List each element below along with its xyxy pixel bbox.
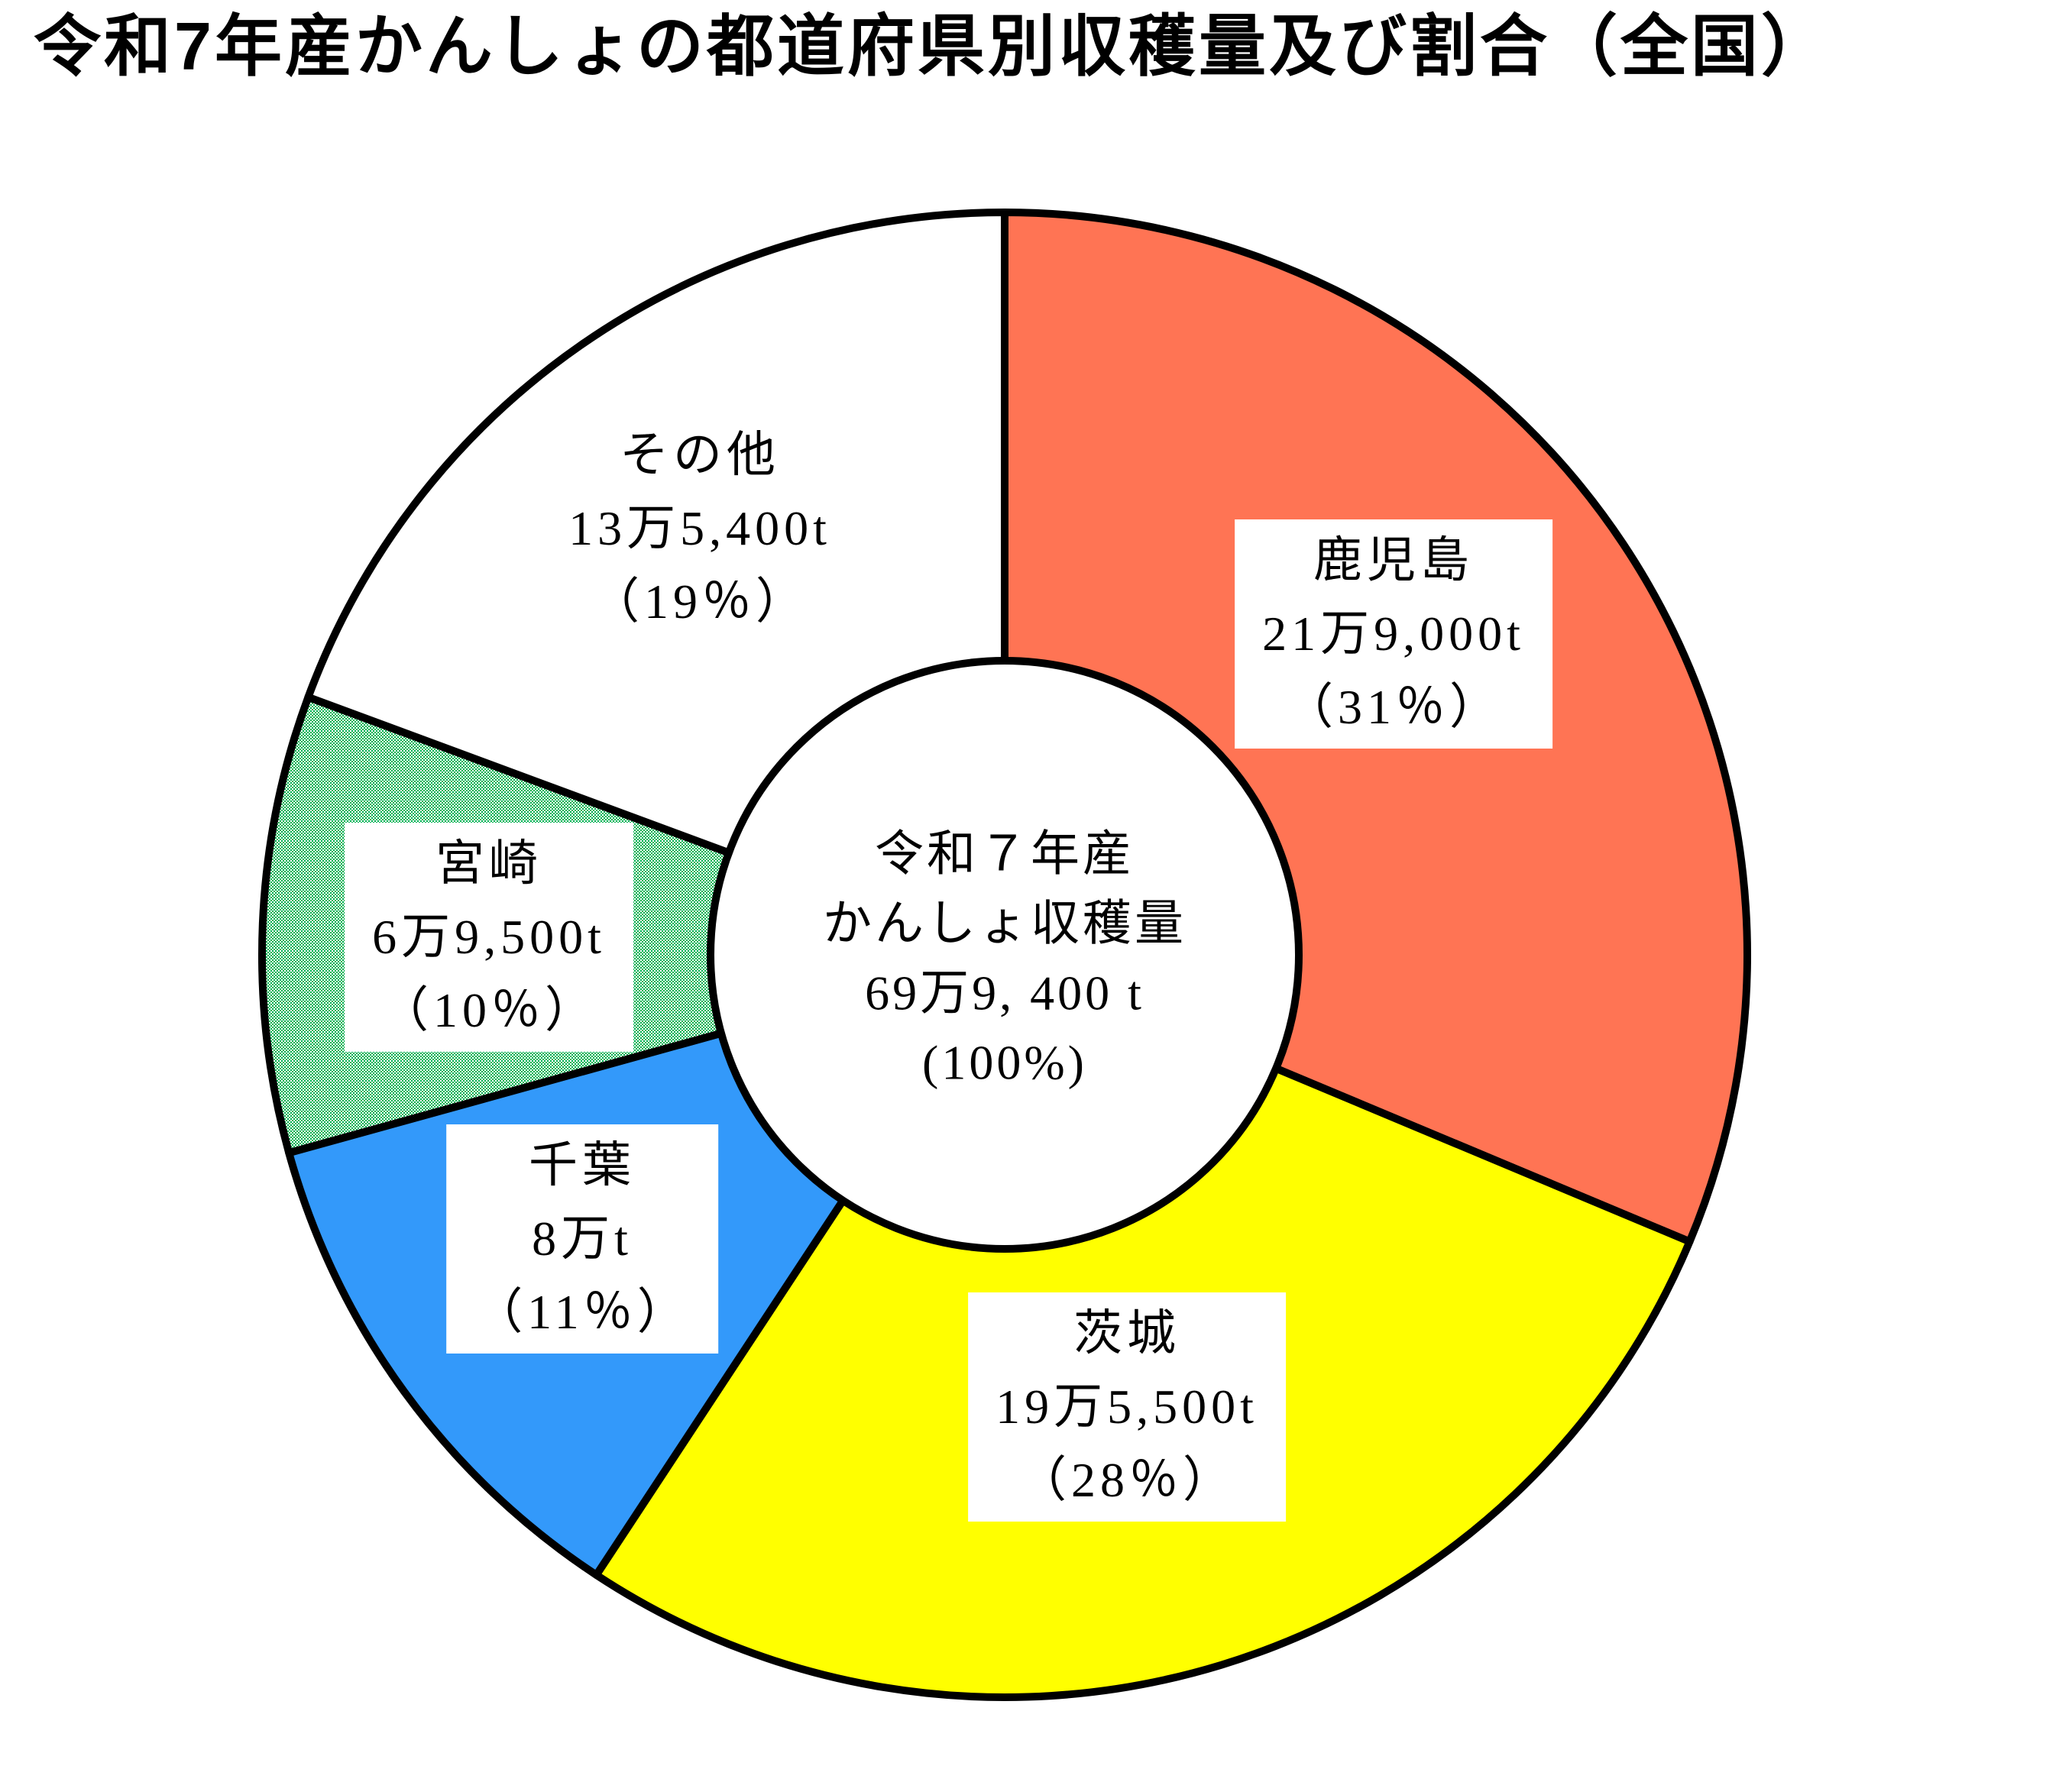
slice-label-1: 茨城 19万5,500t （28％） (968, 1292, 1286, 1522)
slice-percent: （10％） (380, 983, 598, 1037)
slice-value: 13万5,400t (568, 501, 831, 555)
slice-value: 8万t (532, 1211, 633, 1266)
slice-name: 茨城 (1073, 1306, 1180, 1360)
slice-percent: （28％） (1018, 1453, 1236, 1507)
slice-percent: （11％） (474, 1285, 691, 1339)
center-total-label: 令和７年産かんしょ収穫量 69万9, 400 t (100%) (823, 820, 1187, 1098)
slice-name: 宮崎 (435, 836, 542, 891)
center-label-line-0: 令和７年産 (875, 826, 1135, 881)
donut-hole (707, 657, 1303, 1253)
slice-percent: （19％） (591, 574, 809, 629)
slice-name: 鹿児島 (1313, 533, 1474, 587)
slice-name: 千葉 (529, 1138, 636, 1192)
center-label-line-2: 69万9, 400 t (865, 965, 1144, 1020)
slice-label-3: 宮崎 6万9,500t （10％） (345, 823, 633, 1052)
slice-name: その他 (620, 428, 780, 482)
slice-value: 6万9,500t (372, 910, 606, 964)
slice-percent: （31％） (1284, 680, 1503, 734)
slice-label-2: 千葉 8万t （11％） (446, 1124, 718, 1354)
slice-label-0: 鹿児島 21万9,000t （31％） (1235, 519, 1552, 749)
center-label-line-1: かんしょ収穫量 (823, 896, 1187, 951)
slice-value: 21万9,000t (1262, 606, 1525, 661)
slice-value: 19万5,500t (996, 1379, 1258, 1434)
slice-label-4: その他 13万5,400t （19％） (568, 419, 831, 639)
center-label-line-3: (100%) (922, 1034, 1087, 1089)
chart-title: 令和7年産かんしょの都道府県別収穫量及び割合（全国） (34, 8, 1831, 84)
